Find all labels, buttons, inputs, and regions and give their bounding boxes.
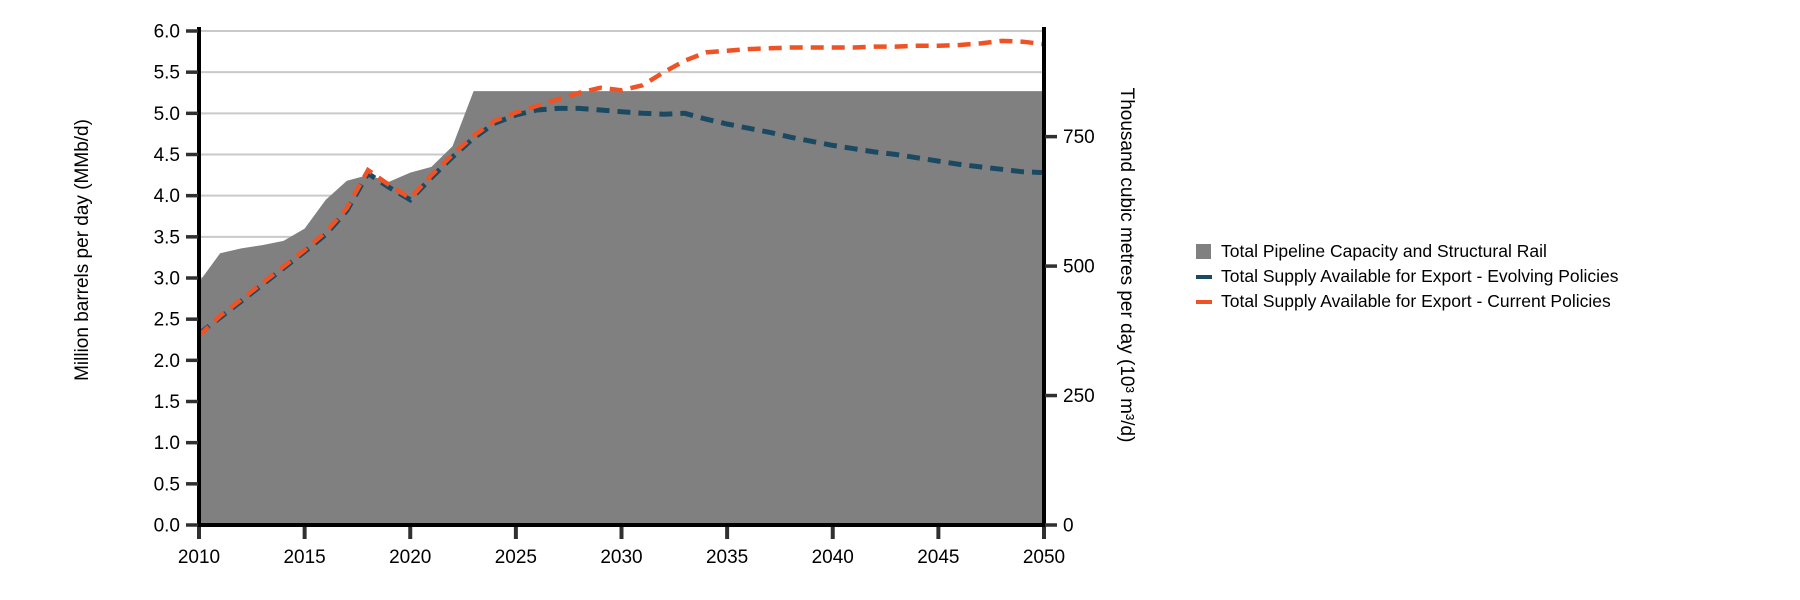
left-tick-label: 4.0 bbox=[154, 186, 180, 207]
evolving-policies-line bbox=[197, 105, 1045, 336]
right-tick-label: 250 bbox=[1063, 386, 1095, 407]
right-axis-title: Thousand cubic metres per day (10³ m³/d) bbox=[1116, 88, 1137, 443]
left-tick-label: 3.0 bbox=[154, 269, 180, 290]
dash-swatch-icon-evolving bbox=[1196, 274, 1213, 279]
legend-label-current: Total Supply Available for Export - Curr… bbox=[1221, 290, 1611, 311]
legend-item-current: Total Supply Available for Export - Curr… bbox=[1196, 289, 1619, 314]
right-tick-label: 0 bbox=[1063, 516, 1074, 537]
dash-swatch-icon-current bbox=[1196, 299, 1213, 304]
left-tick-label: 5.0 bbox=[154, 104, 180, 125]
left-tick-label: 0.5 bbox=[154, 474, 180, 495]
left-tick-label: 1.0 bbox=[154, 433, 180, 454]
left-tick-label: 0.0 bbox=[154, 516, 180, 537]
x-tick-label: 2025 bbox=[495, 547, 537, 568]
x-tick-label: 2050 bbox=[1023, 547, 1065, 568]
x-tick-label: 2020 bbox=[389, 547, 431, 568]
legend-label-capacity: Total Pipeline Capacity and Structural R… bbox=[1221, 240, 1547, 261]
x-tick-label: 2035 bbox=[706, 547, 748, 568]
x-tick-label: 2015 bbox=[283, 547, 325, 568]
right-tick-label: 750 bbox=[1063, 127, 1095, 148]
legend: Total Pipeline Capacity and Structural R… bbox=[1196, 239, 1619, 314]
legend-item-capacity: Total Pipeline Capacity and Structural R… bbox=[1196, 239, 1619, 264]
current-policies-line bbox=[197, 38, 1045, 338]
left-tick-label: 6.0 bbox=[154, 22, 180, 43]
x-tick-label: 2010 bbox=[178, 547, 220, 568]
legend-label-evolving: Total Supply Available for Export - Evol… bbox=[1221, 265, 1619, 286]
left-axis-title: Million barrels per day (MMb/d) bbox=[72, 119, 93, 381]
left-tick-label: 1.5 bbox=[154, 392, 180, 413]
left-tick-label: 2.5 bbox=[154, 310, 180, 331]
left-tick-label: 3.5 bbox=[154, 227, 180, 248]
right-tick-label: 500 bbox=[1063, 257, 1095, 278]
left-tick-label: 5.5 bbox=[154, 63, 180, 84]
x-tick-label: 2045 bbox=[917, 547, 959, 568]
x-tick-label: 2040 bbox=[812, 547, 854, 568]
legend-item-evolving: Total Supply Available for Export - Evol… bbox=[1196, 264, 1619, 289]
x-tick-label: 2030 bbox=[600, 547, 642, 568]
left-tick-label: 2.0 bbox=[154, 351, 180, 372]
area-swatch-icon bbox=[1196, 244, 1213, 259]
left-tick-label: 4.5 bbox=[154, 145, 180, 166]
